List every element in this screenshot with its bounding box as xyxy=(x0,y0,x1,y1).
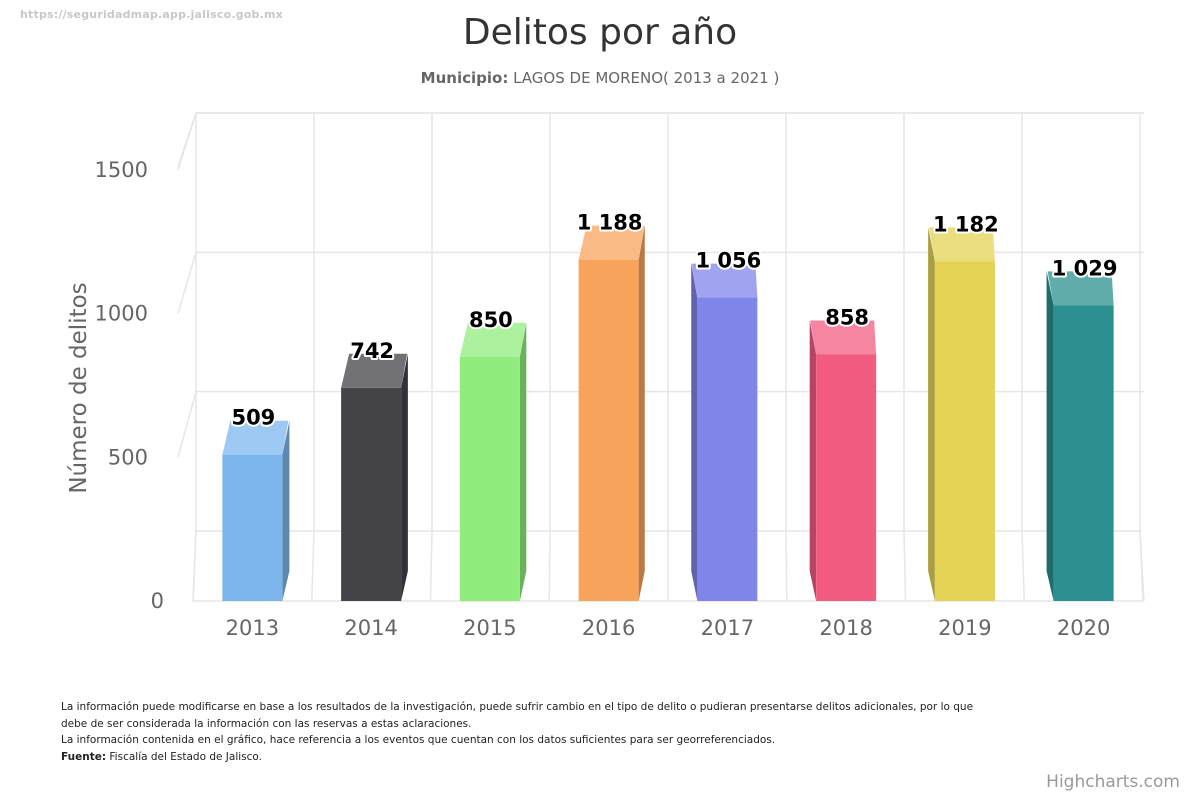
grid-line-side-left xyxy=(177,252,197,314)
bar-side xyxy=(282,420,290,601)
bar-top xyxy=(810,320,877,355)
x-tick-2018: 2018 xyxy=(819,616,872,640)
footnote-source: Fuente: Fiscalía del Estado de Jalisco. xyxy=(61,749,991,766)
data-label-2019: 1 182 xyxy=(933,212,999,236)
bar-2015 xyxy=(459,322,527,601)
x-tick-2015: 2015 xyxy=(463,616,516,640)
bar-side xyxy=(691,263,698,601)
data-label-2013: 509 xyxy=(231,406,275,430)
y-tick-1500: 1500 xyxy=(95,158,148,182)
x-axis-ticks: 2013 2014 2015 2016 2017 2018 2019 2020 xyxy=(226,616,1111,640)
grid-line-side-left xyxy=(177,391,197,458)
y-tick-500: 500 xyxy=(108,445,148,469)
subtitle-value: LAGOS DE MORENO( 2013 a 2021 ) xyxy=(513,69,780,87)
footnotes: La información puede modificarse en base… xyxy=(61,699,991,765)
grid-line-floor xyxy=(1139,530,1144,602)
bar-top xyxy=(459,322,526,357)
highcharts-credits[interactable]: Highcharts.com xyxy=(1046,772,1180,792)
bar-2017 xyxy=(691,263,758,601)
y-tick-1000: 1000 xyxy=(95,302,148,326)
source-value: Fiscalía del Estado de Jalisco. xyxy=(109,750,262,763)
bar-2018 xyxy=(809,320,877,601)
bar-2020 xyxy=(1046,271,1114,601)
bar-side xyxy=(519,322,527,601)
bar-front xyxy=(578,259,639,601)
bar-side xyxy=(1046,271,1054,601)
bar-2014 xyxy=(341,353,408,601)
grid-line-floor xyxy=(548,530,551,602)
data-label-2015: 850 xyxy=(469,308,513,332)
bar-top xyxy=(222,420,289,455)
bar-side xyxy=(809,320,817,601)
data-label-2020: 1 029 xyxy=(1052,256,1118,280)
x-tick-2014: 2014 xyxy=(344,616,397,640)
chart-grid xyxy=(177,112,1145,602)
grid-line-floor xyxy=(311,530,315,602)
chart-bars xyxy=(222,225,1114,601)
x-tick-2013: 2013 xyxy=(226,616,279,640)
chart-data-labels: 509 742 850 1 188 1 056 858 1 182 1 029 xyxy=(229,209,1119,432)
chart-subtitle: Municipio: LAGOS DE MORENO( 2013 a 2021 … xyxy=(0,69,1200,87)
grid-line-floor xyxy=(1021,530,1025,602)
bar-front xyxy=(1053,305,1114,601)
bar-top xyxy=(578,225,645,260)
grid-line-floor xyxy=(785,530,788,602)
bar-front xyxy=(697,297,758,601)
bar-2013 xyxy=(222,420,290,601)
grid-line-floor xyxy=(903,530,907,602)
bar-front xyxy=(816,354,877,601)
y-axis-ticks: 0 500 1000 1500 xyxy=(95,158,164,613)
bar-side xyxy=(928,227,935,601)
grid-line-floor xyxy=(192,530,197,602)
y-tick-0: 0 xyxy=(151,589,164,613)
bar-2016 xyxy=(578,225,645,601)
bar-top xyxy=(691,263,758,298)
chart-title: Delitos por año xyxy=(462,12,738,53)
source-url: https://seguridadmap.app.jalisco.gob.mx xyxy=(20,8,283,21)
subtitle-label: Municipio: xyxy=(420,69,509,87)
x-tick-2019: 2019 xyxy=(938,616,991,640)
bar-top xyxy=(928,227,995,262)
bar-side xyxy=(638,225,645,601)
data-label-2014: 742 xyxy=(350,339,394,363)
data-label-2018: 858 xyxy=(825,305,869,329)
bar-top xyxy=(1047,271,1114,306)
source-label: Fuente: xyxy=(61,750,107,763)
bar-front xyxy=(222,454,283,601)
data-label-2016: 1 188 xyxy=(577,211,643,235)
bar-front xyxy=(341,387,402,601)
x-tick-2016: 2016 xyxy=(582,616,635,640)
y-axis-label: Número de delitos xyxy=(66,282,92,493)
footnote-disclaimer: La información puede modificarse en base… xyxy=(61,701,974,730)
x-tick-2020: 2020 xyxy=(1057,616,1110,640)
bar-front xyxy=(459,356,520,601)
footnote-georef: La información contenida en el gráfico, … xyxy=(61,734,776,746)
data-label-2017: 1 056 xyxy=(695,249,761,273)
bar-2019 xyxy=(928,227,995,601)
bar-top xyxy=(341,353,408,388)
bar-side xyxy=(401,353,408,601)
grid-line-side-left xyxy=(177,112,197,168)
x-tick-2017: 2017 xyxy=(701,616,754,640)
bar-front xyxy=(934,261,995,601)
grid-line-floor xyxy=(429,530,433,602)
